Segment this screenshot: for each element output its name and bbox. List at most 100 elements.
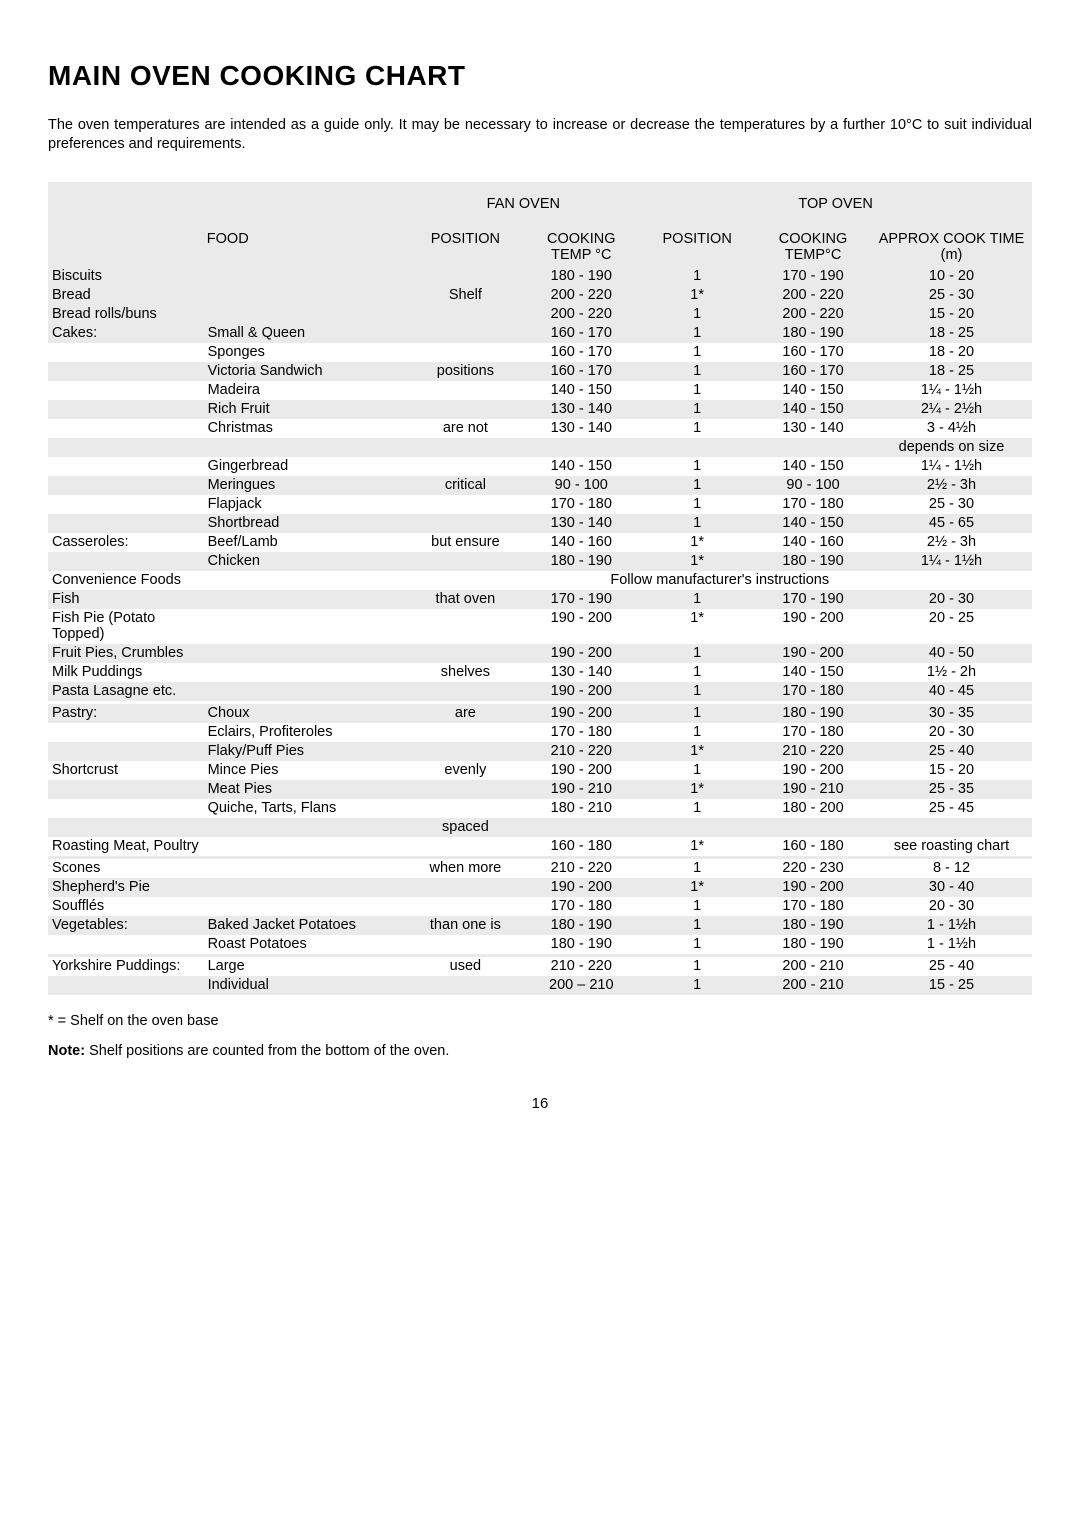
intro-text: The oven temperatures are intended as a … (48, 116, 1032, 154)
cell-fan-pos: when more (407, 859, 523, 878)
cell-food: Scones (48, 859, 204, 878)
cell-food (48, 381, 204, 400)
cell-time: 8 - 12 (871, 859, 1032, 878)
cell-top-pos: 1 (639, 362, 755, 381)
cell-time: 25 - 40 (871, 957, 1032, 976)
table-row: Vegetables:Baked Jacket Potatoesthan one… (48, 916, 1032, 935)
cell-top-pos: 1 (639, 976, 755, 995)
cell-fan-temp: 160 - 170 (523, 362, 639, 381)
cell-time: 25 - 30 (871, 286, 1032, 305)
cell-top-temp: 170 - 190 (755, 590, 871, 609)
cell-food (48, 457, 204, 476)
cell-sub: Shortbread (204, 514, 408, 533)
table-row: Christmasare not130 - 1401130 - 1403 - 4… (48, 419, 1032, 438)
cell-fan-pos (407, 644, 523, 663)
cell-sub (204, 609, 408, 644)
table-row: Biscuits180 - 1901170 - 19010 - 20 (48, 267, 1032, 286)
cell-top-pos: 1* (639, 837, 755, 856)
cell-top-pos: 1 (639, 514, 755, 533)
cell-fan-temp: 190 - 200 (523, 761, 639, 780)
cell-time: 1 - 1½h (871, 916, 1032, 935)
cell-top-pos (639, 818, 755, 837)
cell-top-temp: 170 - 180 (755, 723, 871, 742)
cell-time: 25 - 40 (871, 742, 1032, 761)
table-row: Fishthat oven170 - 1901170 - 19020 - 30 (48, 590, 1032, 609)
table-row: Roasting Meat, Poultry160 - 1801*160 - 1… (48, 837, 1032, 856)
cell-sub: Choux (204, 704, 408, 723)
cell-time: 15 - 20 (871, 761, 1032, 780)
table-row: Convenience FoodsFollow manufacturer's i… (48, 571, 1032, 590)
cell-fan-temp: 210 - 220 (523, 859, 639, 878)
cell-top-temp: 190 - 200 (755, 609, 871, 644)
cell-fan-pos: but ensure (407, 533, 523, 552)
cell-food: Yorkshire Puddings: (48, 957, 204, 976)
cell-top-pos: 1 (639, 644, 755, 663)
cell-top-pos: 1* (639, 609, 755, 644)
cell-fan-pos (407, 381, 523, 400)
table-row: Meat Pies190 - 2101*190 - 21025 - 35 (48, 780, 1032, 799)
cell-top-pos: 1 (639, 419, 755, 438)
cell-top-pos: 1* (639, 780, 755, 799)
cell-food: Bread rolls/buns (48, 305, 204, 324)
hdr-top-temp: COOKING TEMP°C (755, 227, 871, 267)
cell-fan-temp: 170 - 190 (523, 590, 639, 609)
cell-time: 25 - 45 (871, 799, 1032, 818)
cell-sub (204, 438, 408, 457)
cell-top-pos: 1* (639, 878, 755, 897)
cell-top-temp: 160 - 180 (755, 837, 871, 856)
cell-top-temp: 140 - 150 (755, 457, 871, 476)
cell-time: 1¼ - 1½h (871, 457, 1032, 476)
cell-food (48, 818, 204, 837)
cell-sub (204, 305, 408, 324)
cell-food (48, 799, 204, 818)
cell-time: 30 - 35 (871, 704, 1032, 723)
cell-top-pos: 1 (639, 859, 755, 878)
cell-time: 18 - 20 (871, 343, 1032, 362)
cell-food (48, 476, 204, 495)
cell-food (48, 552, 204, 571)
table-row: Bread rolls/buns200 - 2201200 - 22015 - … (48, 305, 1032, 324)
cell-fan-temp: 180 - 210 (523, 799, 639, 818)
cell-fan-pos (407, 305, 523, 324)
cell-food: Fish (48, 590, 204, 609)
cell-fan-pos (407, 897, 523, 916)
cell-sub: Gingerbread (204, 457, 408, 476)
cell-fan-pos (407, 609, 523, 644)
cell-fan-pos (407, 935, 523, 954)
cell-fan-pos: critical (407, 476, 523, 495)
cell-top-temp: 140 - 150 (755, 663, 871, 682)
table-row: Quiche, Tarts, Flans180 - 2101180 - 2002… (48, 799, 1032, 818)
table-row: Pasta Lasagne etc.190 - 2001170 - 18040 … (48, 682, 1032, 701)
cell-time: 1¼ - 1½h (871, 552, 1032, 571)
cell-food: Milk Puddings (48, 663, 204, 682)
cell-sub: Meringues (204, 476, 408, 495)
note-text: Shelf positions are counted from the bot… (85, 1043, 449, 1059)
cell-top-temp: 200 - 210 (755, 976, 871, 995)
cell-time: 40 - 50 (871, 644, 1032, 663)
cell-fan-pos (407, 457, 523, 476)
cell-fan-temp: 140 - 150 (523, 381, 639, 400)
table-row: Eclairs, Profiteroles170 - 1801170 - 180… (48, 723, 1032, 742)
cell-time: 30 - 40 (871, 878, 1032, 897)
cell-sub: Victoria Sandwich (204, 362, 408, 381)
cell-time: 1 - 1½h (871, 935, 1032, 954)
note-label: Note: (48, 1043, 85, 1059)
cell-fan-pos (407, 267, 523, 286)
cell-top-temp: 170 - 180 (755, 897, 871, 916)
table-row: Shortbread130 - 1401140 - 15045 - 65 (48, 514, 1032, 533)
table-row: Milk Puddingsshelves130 - 1401140 - 1501… (48, 663, 1032, 682)
cell-top-temp: 140 - 150 (755, 514, 871, 533)
cell-fan-temp: 180 - 190 (523, 267, 639, 286)
cell-sub (204, 859, 408, 878)
table-row: Rich Fruit130 - 1401140 - 1502¼ - 2½h (48, 400, 1032, 419)
cell-fan-pos: Shelf (407, 286, 523, 305)
cell-top-temp: 220 - 230 (755, 859, 871, 878)
cell-fan-temp: 180 - 190 (523, 552, 639, 571)
cell-top-temp: 190 - 200 (755, 644, 871, 663)
cell-fan-pos (407, 438, 523, 457)
cell-time: 20 - 25 (871, 609, 1032, 644)
cell-food: Biscuits (48, 267, 204, 286)
cell-fan-pos: than one is (407, 916, 523, 935)
cell-fan-pos (407, 514, 523, 533)
cell-food (48, 419, 204, 438)
